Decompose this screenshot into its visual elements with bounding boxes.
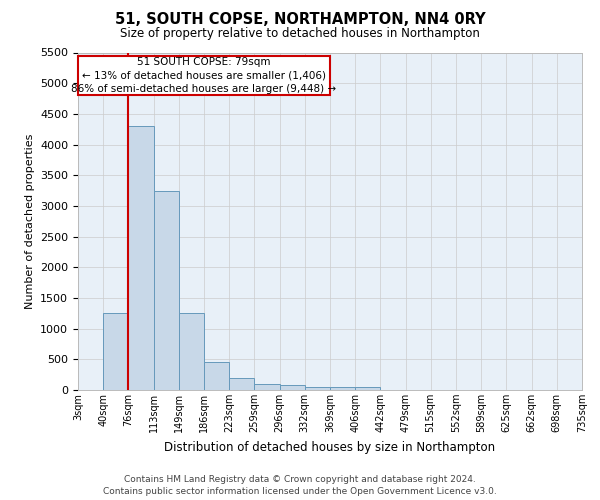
Bar <box>154 190 179 390</box>
Bar <box>330 387 355 390</box>
Bar <box>204 362 229 390</box>
X-axis label: Distribution of detached houses by size in Northampton: Distribution of detached houses by size … <box>164 440 496 454</box>
Bar <box>229 378 254 390</box>
Bar <box>128 126 154 390</box>
Text: 51 SOUTH COPSE: 79sqm
← 13% of detached houses are smaller (1,406)
86% of semi-d: 51 SOUTH COPSE: 79sqm ← 13% of detached … <box>71 58 337 94</box>
FancyBboxPatch shape <box>78 56 330 96</box>
Bar <box>280 386 305 390</box>
Text: Contains HM Land Registry data © Crown copyright and database right 2024.
Contai: Contains HM Land Registry data © Crown c… <box>103 475 497 496</box>
Y-axis label: Number of detached properties: Number of detached properties <box>25 134 35 309</box>
Text: Size of property relative to detached houses in Northampton: Size of property relative to detached ho… <box>120 28 480 40</box>
Bar <box>305 386 330 390</box>
Text: 51, SOUTH COPSE, NORTHAMPTON, NN4 0RY: 51, SOUTH COPSE, NORTHAMPTON, NN4 0RY <box>115 12 485 28</box>
Bar <box>179 314 204 390</box>
Bar <box>355 387 380 390</box>
Bar <box>103 314 128 390</box>
Bar <box>254 384 280 390</box>
